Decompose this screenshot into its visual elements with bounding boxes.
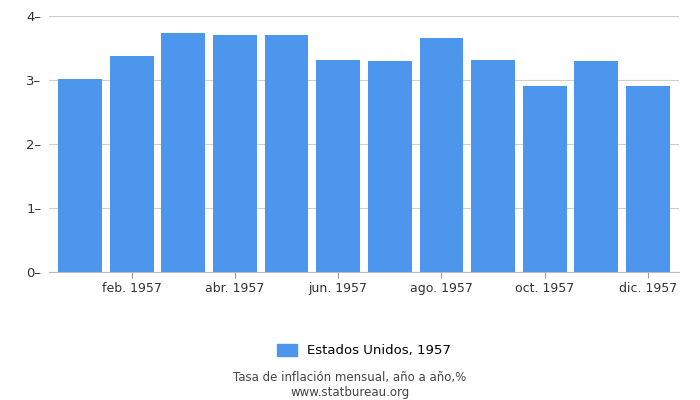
Bar [575, 61, 618, 272]
Bar [110, 56, 153, 272]
Bar [368, 61, 412, 272]
Bar [626, 86, 670, 272]
Legend: Estados Unidos, 1957: Estados Unidos, 1957 [272, 339, 456, 363]
Bar [419, 38, 463, 272]
Bar [523, 86, 567, 272]
Bar [58, 79, 102, 272]
Bar [471, 60, 515, 272]
Bar [213, 35, 257, 272]
Bar [265, 35, 309, 272]
Bar [316, 60, 360, 272]
Bar [161, 33, 205, 272]
Text: Tasa de inflación mensual, año a año,%: Tasa de inflación mensual, año a año,% [233, 372, 467, 384]
Text: www.statbureau.org: www.statbureau.org [290, 386, 410, 399]
